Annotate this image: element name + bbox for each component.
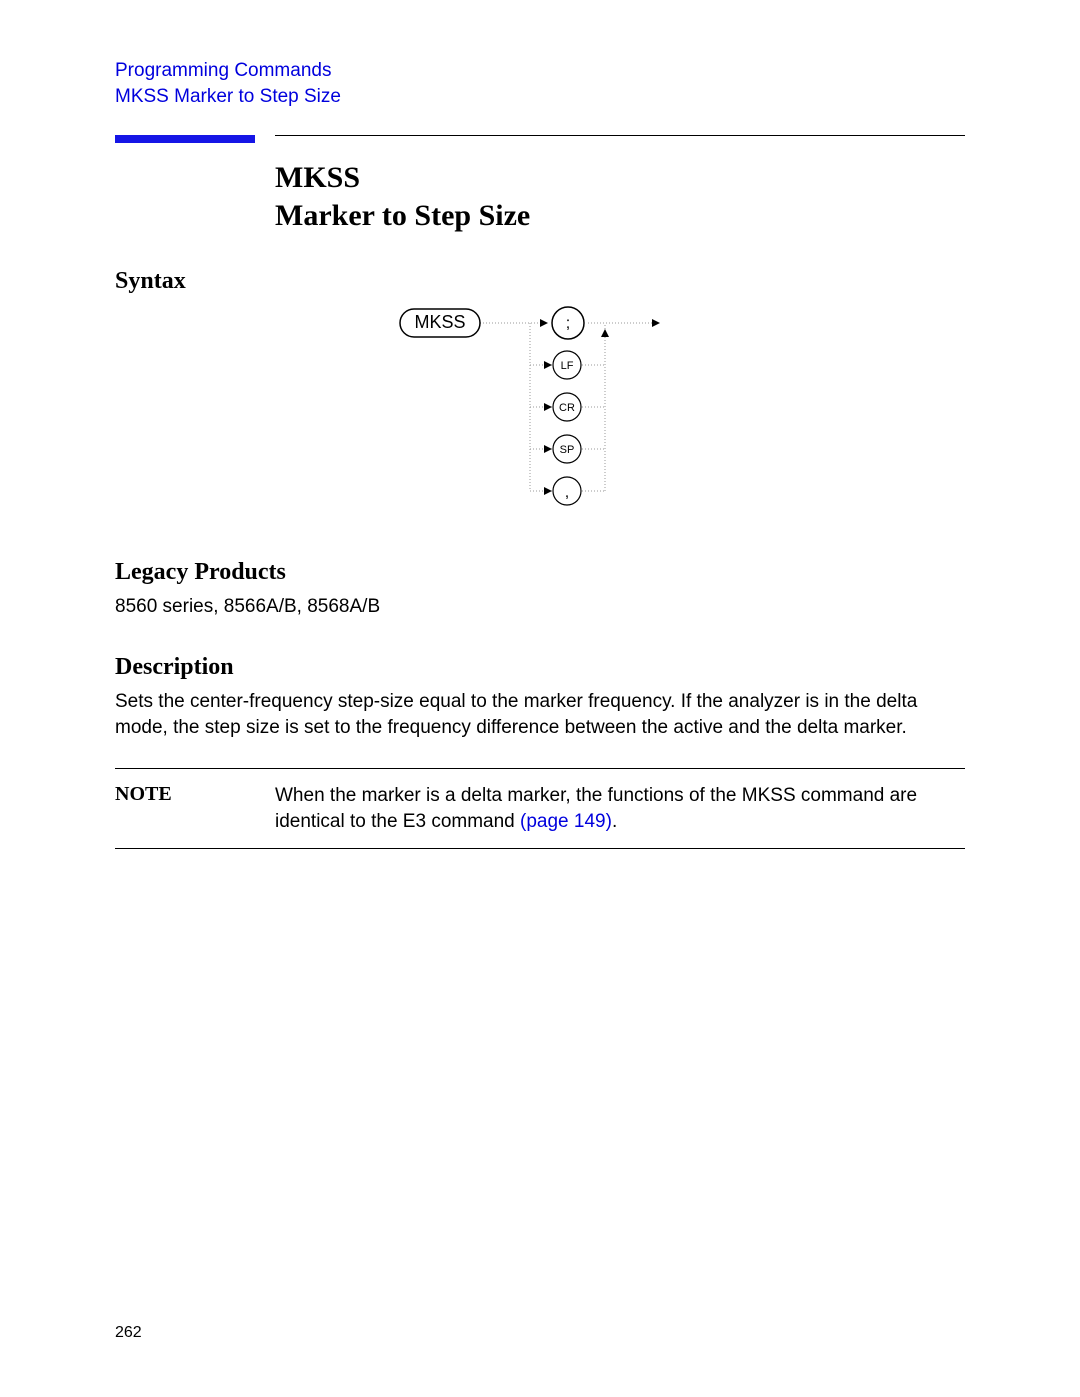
syntax-heading: Syntax	[115, 268, 965, 295]
page-number: 262	[115, 1324, 142, 1342]
legacy-heading: Legacy Products	[115, 559, 965, 586]
title-rule	[115, 135, 965, 143]
blue-accent-bar	[115, 135, 255, 143]
syntax-node-cr: CR	[553, 393, 581, 421]
syntax-node-semicolon: ;	[552, 307, 584, 339]
syntax-node-sp: SP	[553, 435, 581, 463]
syntax-node-mkss: MKSS	[400, 309, 480, 337]
header-breadcrumb-2[interactable]: MKSS Marker to Step Size	[115, 84, 965, 110]
svg-text:MKSS: MKSS	[414, 312, 465, 332]
command-title-block: MKSS Marker to Step Size	[275, 159, 965, 234]
note-block: NOTE When the marker is a delta marker, …	[115, 768, 965, 849]
syntax-node-comma: ,	[553, 477, 581, 505]
command-name: MKSS	[275, 159, 965, 197]
page: Programming Commands MKSS Marker to Step…	[0, 0, 1080, 1397]
command-subtitle: Marker to Step Size	[275, 197, 965, 235]
header-breadcrumb-1[interactable]: Programming Commands	[115, 58, 965, 84]
svg-text:CR: CR	[559, 402, 575, 414]
note-text: When the marker is a delta marker, the f…	[275, 783, 965, 834]
description-heading: Description	[115, 654, 965, 681]
svg-text:,: ,	[565, 484, 569, 501]
svg-text:;: ;	[566, 315, 570, 332]
syntax-diagram: MKSS ; LF CR SP	[115, 305, 965, 525]
svg-text:SP: SP	[560, 444, 575, 456]
legacy-text: 8560 series, 8566A/B, 8568A/B	[115, 594, 965, 620]
horizontal-rule	[275, 135, 965, 136]
svg-text:LF: LF	[561, 360, 574, 372]
syntax-node-lf: LF	[553, 351, 581, 379]
note-text-after: .	[612, 811, 617, 832]
note-label: NOTE	[115, 783, 275, 834]
note-page-link[interactable]: (page 149)	[520, 811, 612, 832]
page-header: Programming Commands MKSS Marker to Step…	[115, 58, 965, 109]
description-text: Sets the center-frequency step-size equa…	[115, 689, 965, 740]
